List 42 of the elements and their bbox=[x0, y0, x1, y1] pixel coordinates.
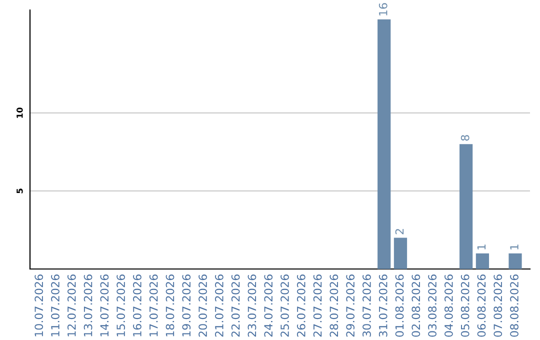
data-label: 1 bbox=[477, 244, 486, 250]
x-tick-label: 07.08.2026 bbox=[494, 274, 502, 337]
x-tick-label: 11.07.2026 bbox=[51, 274, 60, 336]
y-tick-label: 5 bbox=[16, 188, 23, 194]
x-tick-label: 31.07.2026 bbox=[378, 274, 388, 337]
x-tick-label: 08.08.2026 bbox=[510, 274, 518, 337]
x-tick-label: 04.08.2026 bbox=[444, 274, 453, 337]
x-tick-label: 24.07.2026 bbox=[264, 274, 273, 337]
bar bbox=[378, 19, 391, 269]
x-tick-label: 29.07.2026 bbox=[346, 274, 355, 337]
y-tick-label: 10 bbox=[16, 108, 23, 118]
x-tick-label: 27.07.2026 bbox=[313, 274, 322, 337]
x-tick-label: 02.08.2026 bbox=[412, 274, 420, 337]
data-label: 1 bbox=[510, 244, 518, 250]
bar bbox=[508, 253, 522, 269]
x-tick-label: 22.07.2026 bbox=[231, 274, 240, 337]
x-tick-label: 25.07.2026 bbox=[280, 274, 289, 337]
bar bbox=[476, 253, 490, 269]
data-label: 8 bbox=[460, 135, 470, 141]
bar bbox=[460, 144, 473, 269]
x-tick-label: 21.07.2026 bbox=[214, 274, 224, 337]
data-label: 16 bbox=[378, 3, 388, 16]
x-tick-label: 30.07.2026 bbox=[362, 274, 371, 337]
x-tick-label: 06.08.2026 bbox=[477, 274, 486, 337]
x-tick-label: 18.07.2026 bbox=[166, 274, 174, 336]
bar bbox=[394, 238, 408, 269]
x-tick-label: 03.08.2026 bbox=[428, 274, 437, 337]
x-tick-label: 05.08.2026 bbox=[460, 274, 470, 337]
x-tick-label: 20.07.2026 bbox=[198, 274, 207, 337]
x-tick-label: 01.08.2026 bbox=[395, 274, 404, 337]
x-tick-label: 14.07.2026 bbox=[100, 274, 109, 336]
x-tick-label: 19.07.2026 bbox=[182, 274, 191, 336]
x-tick-label: 17.07.2026 bbox=[149, 274, 158, 336]
x-tick-label: 13.07.2026 bbox=[84, 274, 92, 336]
x-tick-label: 10.07.2026 bbox=[34, 274, 44, 336]
x-tick-label: 16.07.2026 bbox=[133, 274, 142, 336]
x-tick-label: 23.07.2026 bbox=[248, 274, 256, 337]
x-tick-label: 12.07.2026 bbox=[67, 274, 76, 336]
x-tick-label: 26.07.2026 bbox=[296, 274, 306, 337]
x-tick-label: 28.07.2026 bbox=[330, 274, 338, 337]
data-label: 2 bbox=[395, 229, 404, 234]
x-tick-label: 15.07.2026 bbox=[116, 274, 126, 336]
